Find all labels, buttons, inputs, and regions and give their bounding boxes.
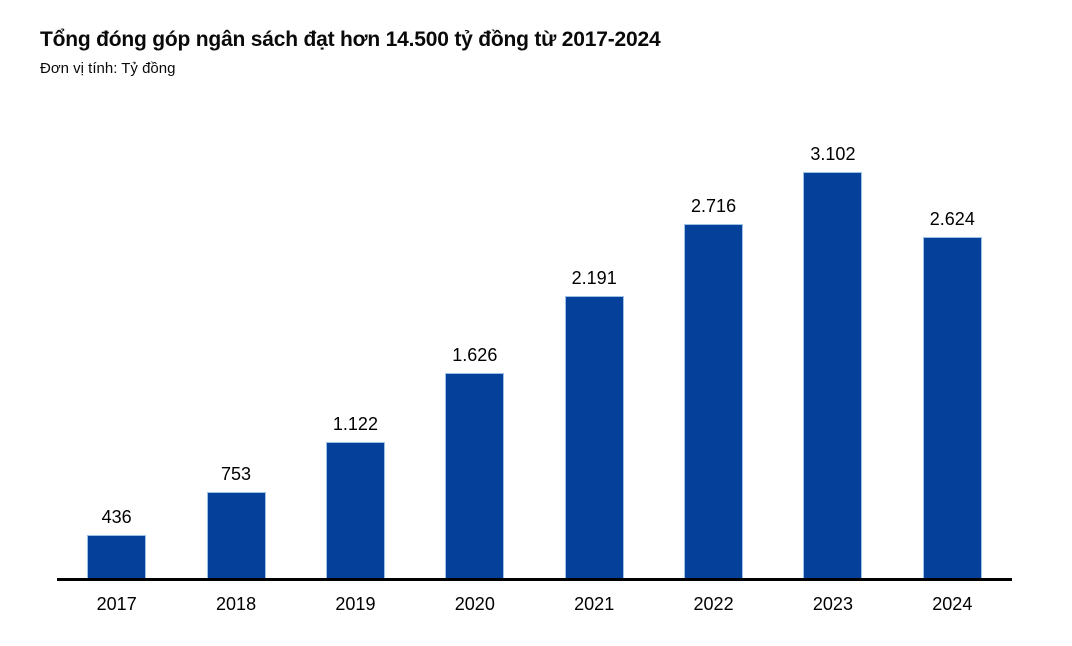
chart-title: Tổng đóng góp ngân sách đạt hơn 14.500 t… — [40, 28, 661, 51]
bar-value-label-2017: 436 — [101, 507, 132, 528]
bar-value-label-2019: 1.122 — [332, 414, 378, 435]
bar-column-2018: 753 — [176, 138, 295, 578]
bar-value-label-2024: 2.624 — [929, 209, 975, 230]
x-axis-label-2018: 2018 — [216, 594, 257, 614]
bar-column-2023: 3.102 — [773, 138, 892, 578]
x-axis-label-2019: 2019 — [335, 594, 376, 614]
x-axis-labels: 2017 2018 2019 2020 2021 2022 2023 2024 — [57, 594, 1012, 615]
x-axis-label-2023: 2023 — [812, 594, 853, 614]
bar-column-2024: 2.624 — [893, 138, 1012, 578]
bar-2023 — [803, 172, 863, 578]
bar-value-label-2023: 3.102 — [810, 144, 856, 165]
x-axis-label-2021: 2021 — [574, 594, 615, 614]
bar-column-2019: 1.122 — [296, 138, 415, 578]
x-axis-label-2024: 2024 — [932, 594, 973, 614]
bar-2017 — [87, 535, 147, 578]
bar-2021 — [564, 296, 624, 578]
bar-column-2020: 1.626 — [415, 138, 534, 578]
bar-2024 — [922, 237, 982, 578]
x-axis-label-2017: 2017 — [96, 594, 137, 614]
x-axis-line — [57, 578, 1012, 581]
bar-value-label-2021: 2.191 — [571, 268, 617, 289]
x-axis-label-2022: 2022 — [693, 594, 734, 614]
bar-2020 — [445, 373, 505, 578]
bar-column-2022: 2.716 — [654, 138, 773, 578]
plot-area: 436 753 1.122 1.626 2.191 2.716 3.102 2.624 — [57, 138, 1012, 578]
bar-value-label-2018: 753 — [221, 464, 252, 485]
bar-2018 — [206, 492, 266, 578]
bar-value-label-2020: 1.626 — [452, 345, 498, 366]
bar-column-2017: 436 — [57, 138, 176, 578]
bar-value-label-2022: 2.716 — [691, 196, 737, 217]
bar-column-2021: 2.191 — [535, 138, 654, 578]
x-axis-label-2020: 2020 — [454, 594, 495, 614]
bar-2019 — [325, 442, 385, 578]
chart-unit-subtitle: Đơn vị tính: Tỷ đồng — [40, 60, 176, 77]
bar-2022 — [684, 224, 744, 578]
